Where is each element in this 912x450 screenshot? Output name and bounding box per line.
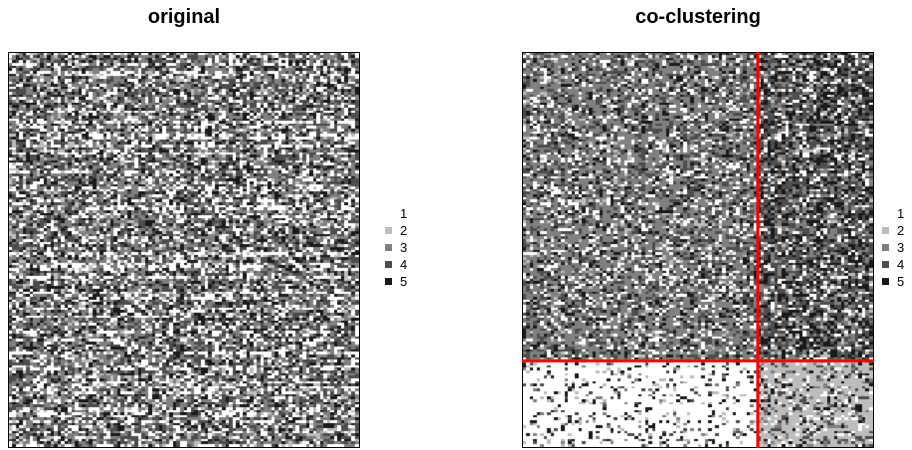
chart-title-cocluster: co-clustering	[635, 6, 761, 28]
legend-item: 3	[385, 239, 407, 256]
cluster-separators	[522, 52, 874, 448]
legend-swatch	[882, 227, 889, 234]
heatmap-cocluster	[522, 52, 874, 448]
legend-label: 1	[897, 206, 905, 221]
legend-label: 1	[400, 206, 408, 221]
legend-item: 4	[882, 256, 904, 273]
legend-swatch	[882, 261, 889, 268]
legend-item: 1	[385, 205, 407, 222]
legend-item: 2	[385, 222, 407, 239]
legend-cocluster: 1 2 3 4 5	[882, 205, 904, 290]
legend-label: 3	[897, 240, 905, 255]
legend-item: 4	[385, 256, 407, 273]
legend-item: 5	[385, 273, 407, 290]
legend-item: 5	[882, 273, 904, 290]
legend-label: 2	[400, 223, 408, 238]
legend-label: 4	[400, 257, 408, 272]
legend-item: 3	[882, 239, 904, 256]
legend-swatch	[385, 244, 392, 251]
legend-swatch	[385, 278, 392, 285]
legend-swatch	[882, 278, 889, 285]
chart-title-original: original	[147, 6, 221, 28]
legend-label: 5	[897, 274, 905, 289]
legend-label: 2	[897, 223, 905, 238]
legend-label: 3	[400, 240, 408, 255]
legend-original: 1 2 3 4 5	[385, 205, 407, 290]
legend-label: 5	[400, 274, 408, 289]
legend-swatch	[385, 210, 392, 217]
legend-item: 2	[882, 222, 904, 239]
legend-item: 1	[882, 205, 904, 222]
legend-swatch	[882, 244, 889, 251]
legend-swatch	[385, 261, 392, 268]
legend-label: 4	[897, 257, 905, 272]
heatmap-original	[8, 52, 360, 448]
legend-swatch	[385, 227, 392, 234]
legend-swatch	[882, 210, 889, 217]
